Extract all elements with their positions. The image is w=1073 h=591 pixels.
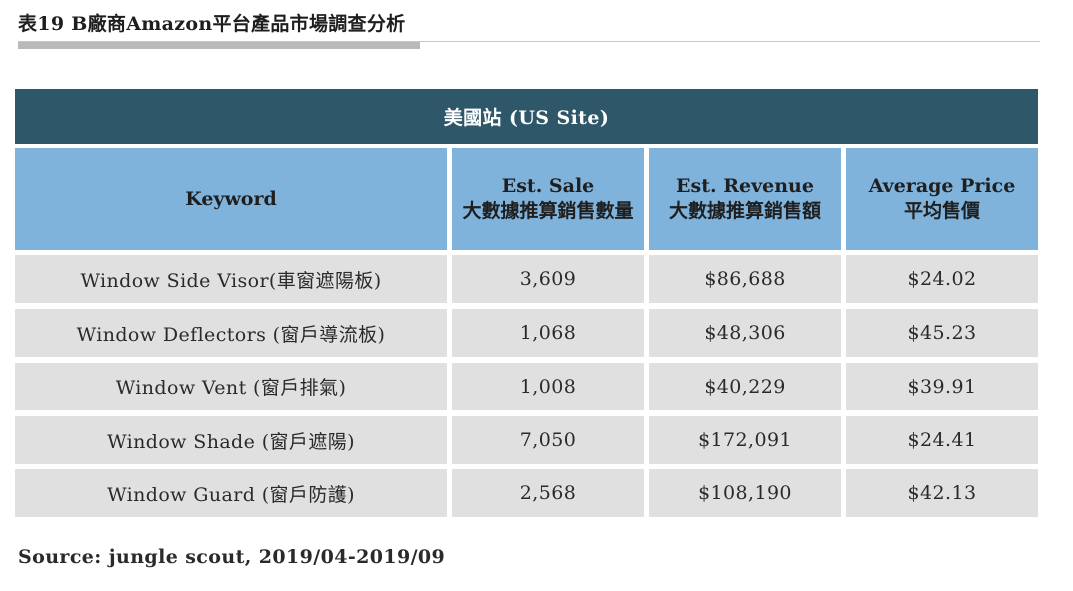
table-row-3-price: $39.91: [846, 363, 1038, 410]
table-row-1-sale: 3,609: [452, 255, 644, 303]
column-header-average-price-label: Average Price: [868, 175, 1016, 197]
title-underline-bar: [18, 42, 420, 49]
table-row-3-revenue: $40,229: [649, 363, 841, 410]
table-row-3-sale: 1,008: [452, 363, 644, 410]
table-row-2-keyword: Window Deflectors (窗戶導流板): [15, 309, 447, 357]
table-row-2-revenue: $48,306: [649, 309, 841, 357]
column-header-est-sale-sublabel: 大數據推算銷售數量: [462, 200, 634, 222]
table-row-3-keyword: Window Vent (窗戶排氣): [15, 363, 447, 410]
column-header-est-revenue-sublabel: 大數據推算銷售額: [668, 200, 821, 222]
table-row-5-keyword: Window Guard (窗戶防護): [15, 469, 447, 517]
column-header-average-price-sublabel: 平均售價: [903, 200, 980, 222]
column-header-keyword-label: Keyword: [185, 187, 277, 210]
source-note: Source: jungle scout, 2019/04-2019/09: [18, 546, 446, 568]
table-row-1-keyword: Window Side Visor(車窗遮陽板): [15, 255, 447, 303]
table-row-4-revenue: $172,091: [649, 416, 841, 464]
column-header-est-revenue-label: Est. Revenue: [676, 175, 814, 197]
column-header-average-price: Average Price 平均售價: [846, 148, 1038, 250]
table-title: 表19 B廠商Amazon平台產品市場調查分析: [18, 13, 406, 35]
column-header-est-sale: Est. Sale 大數據推算銷售數量: [452, 148, 644, 250]
column-header-est-revenue: Est. Revenue 大數據推算銷售額: [649, 148, 841, 250]
table-row-4-keyword: Window Shade (窗戶遮陽): [15, 416, 447, 464]
table-row-1-price: $24.02: [846, 255, 1038, 303]
table-row-2-sale: 1,068: [452, 309, 644, 357]
table-row-1-revenue: $86,688: [649, 255, 841, 303]
table-row-5-sale: 2,568: [452, 469, 644, 517]
table-row-5-revenue: $108,190: [649, 469, 841, 517]
table-row-4-price: $24.41: [846, 416, 1038, 464]
column-header-keyword: Keyword: [15, 148, 447, 250]
column-header-est-sale-label: Est. Sale: [501, 175, 595, 197]
table-row-2-price: $45.23: [846, 309, 1038, 357]
table-row-5-price: $42.13: [846, 469, 1038, 517]
table-row-4-sale: 7,050: [452, 416, 644, 464]
site-header: 美國站 (US Site): [15, 89, 1038, 144]
title-divider: [18, 41, 1040, 42]
